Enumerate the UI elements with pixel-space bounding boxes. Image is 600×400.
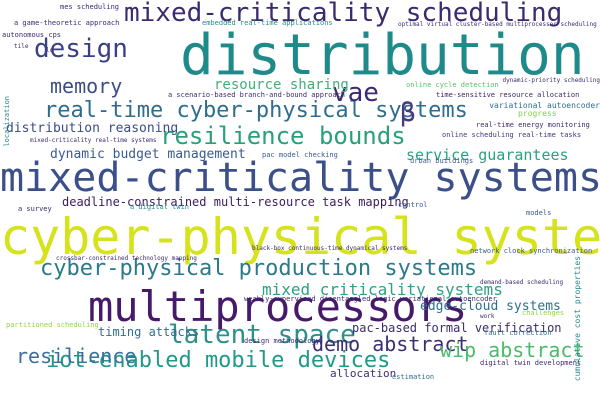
word: estimation <box>392 373 435 381</box>
word: dynamic-priority scheduling <box>502 77 600 84</box>
word: variational autoencoder <box>489 101 600 110</box>
word: pac model checking <box>262 151 338 159</box>
word: a scenario-based branch-and-bound approa… <box>168 91 346 99</box>
word: mixed-criticality real-time systems <box>30 137 157 144</box>
word: demand-based scheduling <box>480 279 564 286</box>
word: urban buildings <box>410 157 474 165</box>
word: β <box>400 98 416 128</box>
word: edge-cloud systems <box>420 299 561 314</box>
word: demo abstract <box>312 332 469 356</box>
word: models <box>526 209 552 217</box>
word: embedded real-time applications <box>202 19 333 27</box>
word: control <box>398 201 428 209</box>
word: latent space <box>168 320 356 350</box>
word: lo <box>46 47 54 54</box>
word: a game-theoretic approach <box>14 19 120 27</box>
word: network clock synchronization <box>470 247 593 255</box>
word: localization <box>3 96 11 147</box>
word: design <box>34 34 128 64</box>
word: resource sharing <box>214 77 349 93</box>
word: service guarantees <box>406 146 569 164</box>
word: real-time cyber-physical systems <box>44 98 468 123</box>
word: weakly-supervised disentangled logic var… <box>244 295 497 303</box>
word: resilience <box>16 344 137 368</box>
word: resilience bounds <box>160 122 406 150</box>
word: optimal virtual cluster-based multiproce… <box>398 21 597 28</box>
word: distribution <box>180 23 585 88</box>
word: cumulative cost properties <box>573 256 582 382</box>
word: progress <box>518 109 557 118</box>
word: a survey <box>18 205 52 213</box>
word: mes scheduling <box>60 3 120 11</box>
word: dynamic budget management <box>50 147 246 162</box>
word: memory <box>50 74 123 98</box>
word: challenges <box>522 309 565 317</box>
word: black-box continuous-time dynamical syst… <box>252 245 408 252</box>
word: wip abstract <box>440 338 585 362</box>
word: crossbar-constrained technology mapping <box>56 255 197 262</box>
word: allocation <box>330 367 397 380</box>
word: distribution reasoning <box>6 121 179 136</box>
word: real-time energy monitoring <box>476 121 590 129</box>
word: tile <box>14 43 29 50</box>
word: time-sensitive resource allocation <box>436 91 580 99</box>
word: digital twin development <box>480 359 582 367</box>
word: deadline-constrained multi-resource task… <box>62 195 409 209</box>
word: design methodology <box>244 337 320 345</box>
word: online scheduling real-time tasks <box>442 131 582 139</box>
word: mixed-criticality scheduling <box>124 0 563 28</box>
word: work <box>480 313 495 320</box>
word: multiprocessors <box>88 282 468 331</box>
word: mixed-criticality systems <box>0 155 600 201</box>
word: vae <box>332 78 379 108</box>
word: fault correction <box>484 329 552 337</box>
word: cyber-physical production systems <box>40 256 478 281</box>
word: pac-based formal verification <box>352 321 562 335</box>
word: iot-enabled mobile devices <box>46 348 391 373</box>
word: mixed criticality systems <box>262 280 503 299</box>
word: a digital twin <box>130 203 190 211</box>
word: timing attacks <box>98 325 200 339</box>
word: cyber-physical systems <box>0 208 600 266</box>
word: online cycle detection <box>406 81 499 89</box>
word: partitioned scheduling <box>6 321 99 329</box>
word: autonomous cps <box>2 31 62 39</box>
